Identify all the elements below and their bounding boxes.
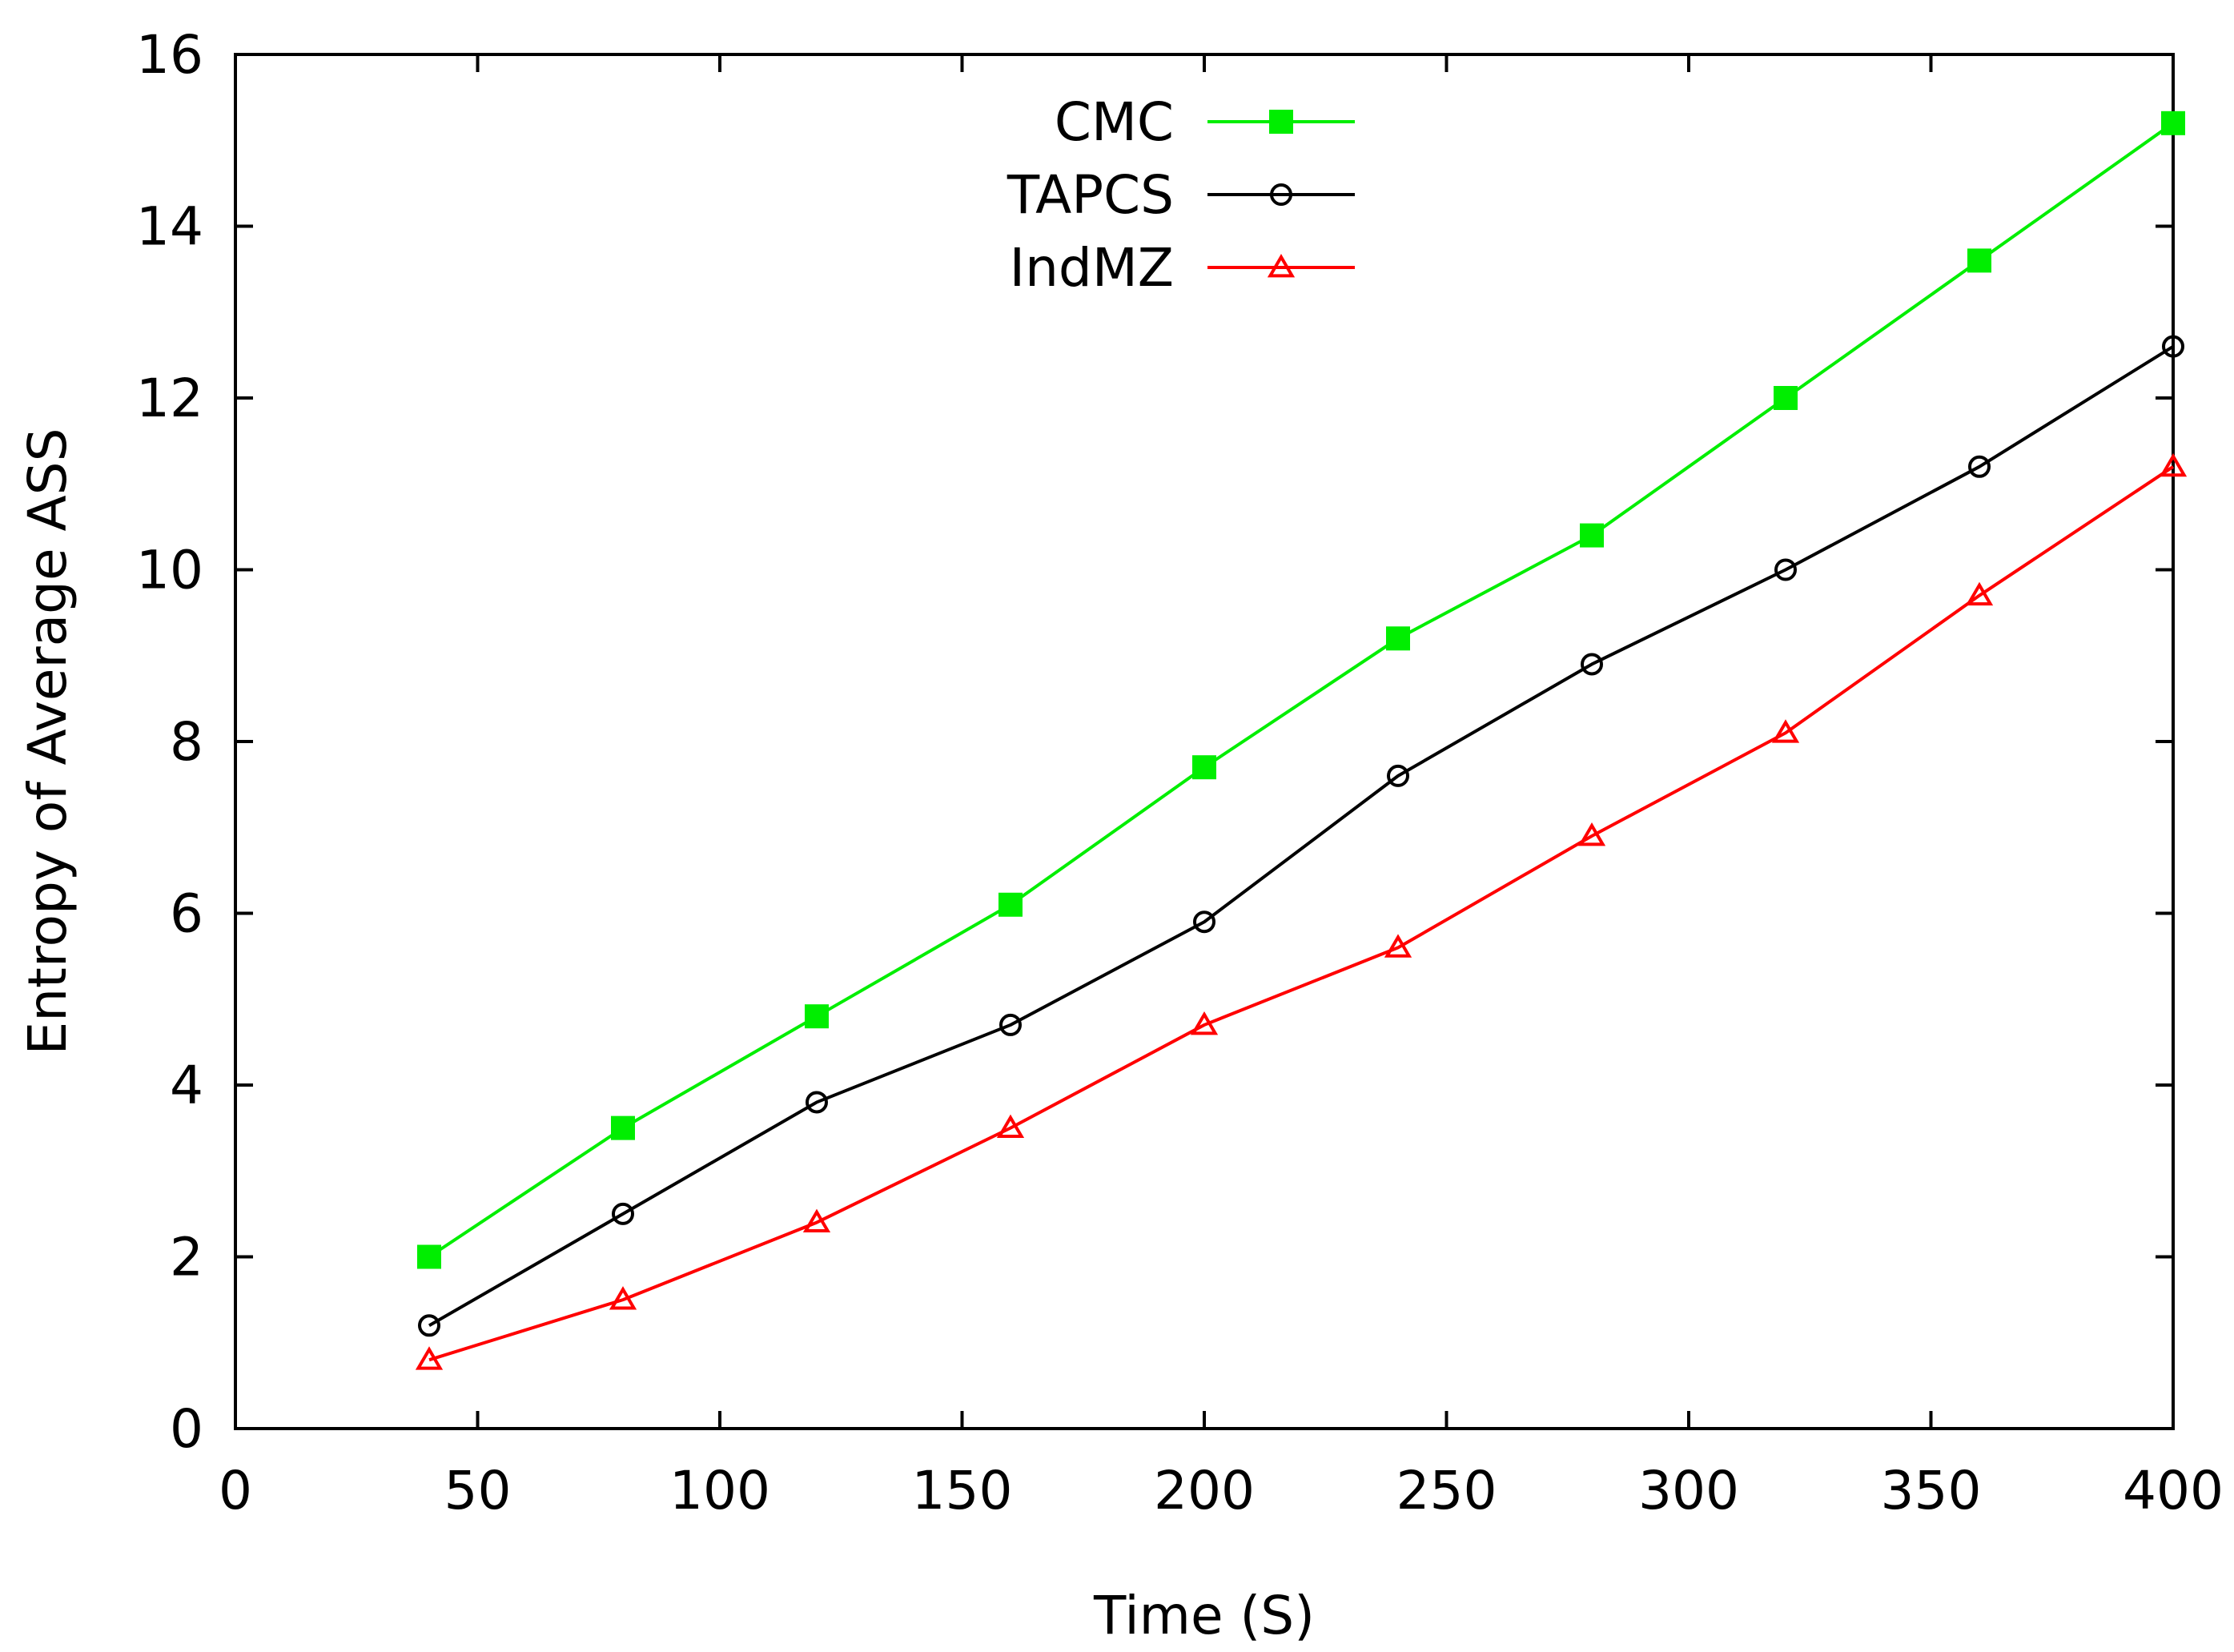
plot-frame [234,53,2175,1430]
y-tick-label: 0 [170,1398,203,1460]
legend-item-indmz: IndMZ [1010,237,1355,299]
data-point-indmz [2159,452,2188,477]
legend-item-cmc: CMC [1055,91,1355,153]
series-indmz [415,452,2188,1370]
data-point-indmz [1965,581,1994,606]
data-point-indmz [415,1346,444,1370]
data-point-indmz [1577,822,1606,846]
x-tick-label: 50 [444,1460,512,1521]
x-tick-label: 350 [1881,1460,1982,1521]
series-cmc [417,111,2185,1269]
series-line-cmc [428,122,2175,1259]
x-axis-title: Time (S) [1093,1585,1315,1646]
legend-marker-tapcs [1270,183,1292,206]
x-tick-label: 150 [912,1460,1013,1521]
legend-item-tapcs: TAPCS [1007,164,1355,226]
y-tick-label: 2 [170,1227,203,1288]
x-tick-label: 250 [1396,1460,1497,1521]
data-point-tapcs [999,1013,1022,1036]
series-layer [415,111,2188,1370]
y-axis-title: Entropy of Average ASS [17,428,78,1055]
legend-label-indmz: IndMZ [1010,237,1174,299]
data-point-indmz [609,1286,637,1310]
data-point-indmz [1771,719,1800,743]
y-tick-label: 12 [136,368,203,429]
y-tick-label: 6 [170,883,203,945]
y-tick-label: 8 [170,711,203,773]
x-tick-label: 100 [669,1460,770,1521]
y-tick-label: 14 [136,196,203,258]
x-tick-label: 200 [1154,1460,1255,1521]
data-point-tapcs [1581,653,1603,676]
x-axis: 0 50 100 150 200 250 300 350 400 [219,54,2224,1521]
data-point-tapcs [806,1091,828,1114]
x-tick-label: 300 [1638,1460,1739,1521]
legend-label-tapcs: TAPCS [1007,164,1174,226]
data-point-cmc [1774,386,1798,410]
data-point-cmc [1192,755,1216,780]
data-point-cmc [998,892,1023,917]
data-point-indmz [1384,934,1412,958]
data-point-cmc [805,1004,829,1029]
data-point-tapcs [1774,558,1797,581]
y-tick-label: 10 [136,540,203,601]
data-point-cmc [417,1244,441,1269]
legend-marker-cmc [1269,110,1293,134]
series-line-indmz [428,465,2175,1362]
y-axis: 0 2 4 6 8 10 12 14 16 [136,24,2173,1460]
data-point-cmc [1967,248,1991,273]
data-point-indmz [1190,1011,1219,1035]
y-tick-label: 16 [136,24,203,86]
data-point-tapcs [612,1202,634,1225]
data-point-cmc [2161,111,2185,135]
x-tick-label: 400 [2123,1460,2224,1521]
data-point-cmc [1386,626,1410,651]
data-point-tapcs [1193,910,1215,934]
y-tick-label: 4 [170,1055,203,1116]
data-point-indmz [996,1114,1025,1139]
data-point-tapcs [418,1314,440,1337]
data-point-tapcs [1968,455,1991,478]
x-tick-label: 0 [219,1460,252,1521]
data-point-tapcs [2162,335,2184,358]
series-tapcs [418,335,2184,1337]
data-point-cmc [1580,523,1604,548]
legend-marker-indmz [1267,254,1296,278]
series-line-tapcs [428,344,2175,1328]
data-point-cmc [611,1115,635,1140]
legend-label-cmc: CMC [1055,91,1174,153]
data-point-tapcs [1387,764,1409,787]
legend: CMC TAPCS IndMZ [1007,91,1355,299]
data-point-indmz [802,1208,831,1232]
